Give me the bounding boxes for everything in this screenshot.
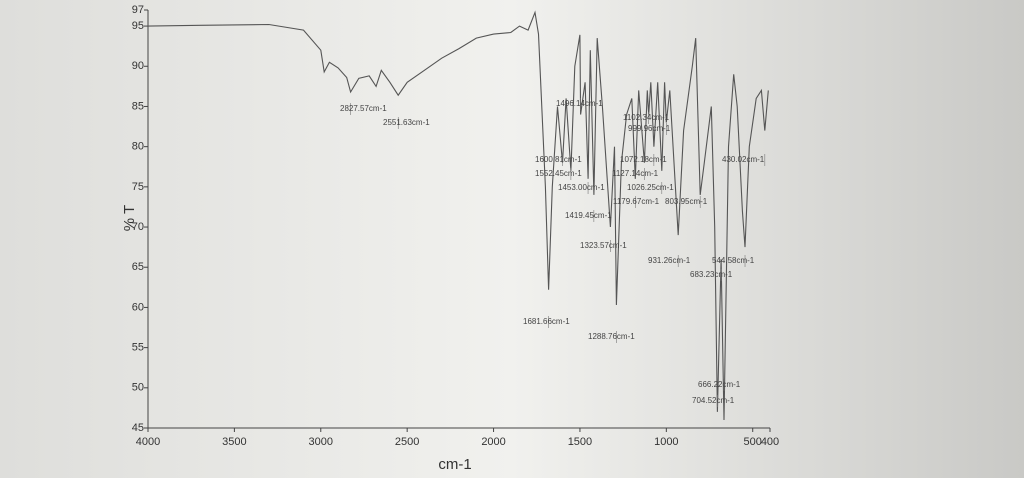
y-tick-label: 97 [132, 4, 144, 16]
x-tick-label: 1500 [568, 436, 592, 448]
peak-label: 1072.18cm-1 [620, 155, 667, 164]
y-tick-label: 80 [132, 141, 144, 153]
y-tick-label: 60 [132, 301, 144, 313]
peak-label: 803.95cm-1 [665, 197, 708, 206]
peak-label: 666.22cm-1 [698, 380, 741, 389]
peak-label: 1288.76cm-1 [588, 332, 635, 341]
peak-label: 430.02cm-1 [722, 155, 765, 164]
y-tick-label: 45 [132, 422, 144, 434]
peak-label: 931.26cm-1 [648, 256, 691, 265]
x-axis-label: cm-1 [438, 456, 471, 473]
y-tick-label: 55 [132, 342, 144, 354]
peak-label: 544.58cm-1 [712, 256, 755, 265]
y-tick-label: 50 [132, 382, 144, 394]
y-tick-label: 75 [132, 181, 144, 193]
peak-label: 1600.81cm-1 [535, 155, 582, 164]
peak-label: 1453.00cm-1 [558, 183, 605, 192]
x-tick-label: 3500 [222, 436, 246, 448]
y-axis-label: % T [121, 205, 138, 231]
peak-label: 1496.14cm-1 [556, 99, 603, 108]
peak-label: 1179.67cm-1 [613, 197, 660, 206]
peak-label: 1552.45cm-1 [535, 169, 582, 178]
peak-label: 999.96cm-1 [628, 124, 671, 133]
peak-label: 704.52cm-1 [692, 396, 735, 405]
x-tick-label: 400 [761, 436, 779, 448]
peak-label: 683.23cm-1 [690, 270, 733, 279]
peak-label: 1419.45cm-1 [565, 211, 612, 220]
x-tick-label: 500 [744, 436, 762, 448]
peak-label: 2827.57cm-1 [340, 104, 387, 113]
spectrum-line [147, 10, 769, 421]
x-tick-label: 2500 [395, 436, 419, 448]
y-tick-label: 70 [132, 221, 144, 233]
y-tick-label: 90 [132, 60, 144, 72]
y-tick-label: 85 [132, 100, 144, 112]
peak-label: 2551.63cm-1 [383, 118, 430, 127]
y-tick-label: 95 [132, 20, 144, 32]
x-tick-label: 1000 [654, 436, 678, 448]
x-tick-label: 3000 [309, 436, 333, 448]
y-tick-label: 65 [132, 261, 144, 273]
peak-label: 1026.25cm-1 [627, 183, 674, 192]
peak-label: 1127.14cm-1 [612, 169, 659, 178]
x-tick-label: 4000 [136, 436, 160, 448]
peak-label: 1681.66cm-1 [523, 317, 570, 326]
peak-label: 1323.57cm-1 [580, 241, 627, 250]
peak-label: 1102.34cm-1 [623, 113, 670, 122]
x-tick-label: 2000 [481, 436, 505, 448]
